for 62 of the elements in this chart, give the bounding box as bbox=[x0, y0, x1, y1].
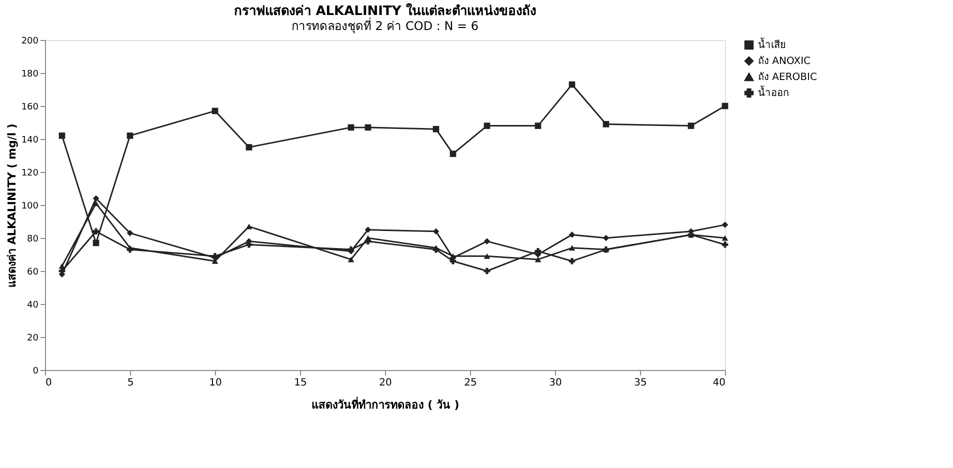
x-tick-label: 5 bbox=[127, 378, 134, 388]
point bbox=[484, 122, 490, 129]
point bbox=[450, 150, 456, 158]
y-tick-label: 200 bbox=[21, 36, 39, 46]
point bbox=[92, 200, 100, 206]
point bbox=[602, 120, 610, 128]
x-tick-label: 15 bbox=[294, 378, 307, 388]
point bbox=[722, 102, 728, 110]
point bbox=[568, 245, 576, 251]
chart-subtitle: การทดลองชุดที่ 2 ค่า COD : N = 6 bbox=[291, 17, 479, 34]
legend-label: ถัง AEROBIC bbox=[758, 72, 817, 83]
point bbox=[246, 144, 252, 150]
x-tick-label: 25 bbox=[464, 378, 477, 388]
point bbox=[534, 122, 542, 129]
point bbox=[602, 234, 610, 242]
point bbox=[364, 124, 372, 131]
point bbox=[484, 268, 490, 274]
point bbox=[722, 241, 728, 248]
point bbox=[348, 124, 354, 131]
point bbox=[432, 228, 440, 235]
y-tick-label: 80 bbox=[27, 234, 39, 244]
x-tick-label: 0 bbox=[46, 378, 52, 388]
x-tick-label: 30 bbox=[549, 378, 562, 388]
y-tick-label: 0 bbox=[32, 366, 39, 376]
point bbox=[92, 228, 100, 235]
x-tick-label: 35 bbox=[634, 378, 647, 388]
point bbox=[212, 108, 218, 114]
point bbox=[246, 224, 252, 230]
x-tick-label: 20 bbox=[379, 378, 392, 388]
y-tick-label: 60 bbox=[27, 268, 39, 278]
point bbox=[484, 253, 490, 259]
point bbox=[568, 232, 576, 238]
point bbox=[92, 195, 100, 202]
y-tick-label: 140 bbox=[21, 136, 39, 146]
legend-label: น้ำออก bbox=[758, 85, 789, 99]
point bbox=[126, 132, 134, 139]
x-axis-title: แสดงวันที่ทำการทดลอง ( วัน ) bbox=[312, 396, 460, 412]
point bbox=[722, 235, 728, 241]
y-tick-label: 160 bbox=[21, 102, 39, 112]
point bbox=[364, 226, 372, 233]
x-tick-label: 10 bbox=[209, 378, 222, 388]
point bbox=[348, 256, 354, 262]
y-tick-label: 40 bbox=[27, 300, 39, 310]
legend-label: น้ำเสีย bbox=[758, 37, 786, 51]
x-tick-label: 40 bbox=[712, 378, 726, 388]
point bbox=[58, 132, 66, 139]
y-tick-label: 180 bbox=[21, 70, 39, 80]
y-tick-label: 120 bbox=[21, 168, 39, 178]
point bbox=[484, 238, 490, 244]
point bbox=[126, 230, 134, 236]
point bbox=[722, 222, 728, 228]
y-axis-title: แสดงค่า ALKALINITY ( mg/l ) bbox=[5, 124, 18, 288]
legend-label: ถัง ANOXIC bbox=[758, 56, 811, 67]
point bbox=[432, 126, 440, 132]
chart-title: กราฟแสดงค่า ALKALINITY ในแต่ละตำแหน่งของถัง bbox=[234, 2, 536, 19]
y-tick-label: 20 bbox=[27, 334, 39, 344]
point bbox=[688, 122, 694, 129]
point bbox=[534, 256, 542, 262]
point bbox=[568, 81, 576, 88]
point bbox=[92, 240, 100, 246]
point bbox=[568, 258, 576, 264]
y-tick-label: 100 bbox=[21, 202, 39, 212]
